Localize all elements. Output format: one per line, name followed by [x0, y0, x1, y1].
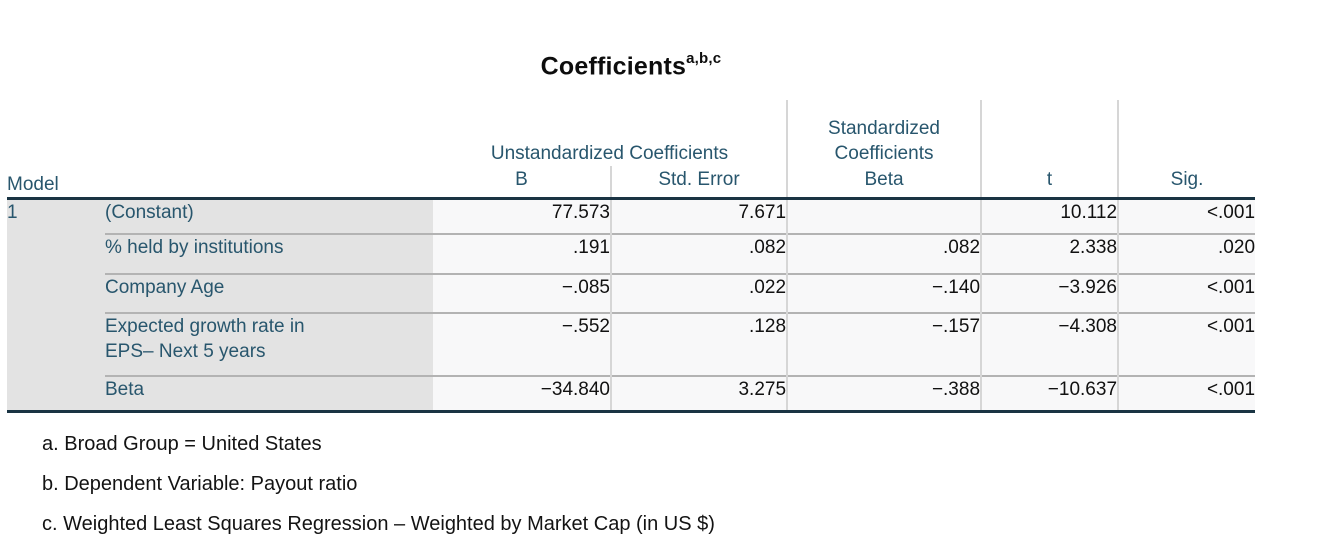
cell-beta: −.388	[786, 375, 982, 413]
standardized-coefficients-group-header: Standardized Coefficients	[786, 100, 983, 166]
cell-beta: −.140	[786, 273, 982, 313]
table-title-text: Coefficients	[540, 52, 687, 81]
cell-std-error: .022	[609, 273, 788, 313]
cell-std-error: .082	[609, 233, 788, 274]
table-footnotes: a. Broad Group = United States b. Depend…	[42, 424, 715, 544]
table-row-beta: Beta −34.840 3.275 −.388 −10.637 <.001	[7, 375, 1256, 413]
cell-b: 77.573	[433, 198, 611, 234]
table-row-expected-growth-rate: Expected growth rate in EPS– Next 5 year…	[7, 312, 1256, 376]
column-header-beta: Beta	[786, 166, 982, 200]
cell-std-error: 7.671	[609, 198, 788, 234]
footnote-a: a. Broad Group = United States	[42, 433, 322, 455]
column-header-std-error: Std. Error	[609, 166, 788, 200]
row-label-text: Beta	[105, 379, 145, 400]
cell-b: −.085	[433, 273, 611, 313]
cell-beta: .082	[786, 233, 982, 274]
model-number-cell: 1	[7, 198, 105, 413]
cell-sig: <.001	[1117, 375, 1256, 413]
cell-beta: −.157	[786, 312, 982, 376]
cell-t: 10.112	[980, 198, 1119, 234]
cell-t: −4.308	[980, 312, 1119, 376]
column-header-row: B Std. Error Beta t Sig.	[7, 166, 1256, 200]
cell-t: 2.338	[980, 233, 1119, 274]
row-label-text: (Constant)	[105, 201, 194, 223]
row-label-constant: (Constant)	[105, 198, 433, 234]
cell-t: −3.926	[980, 273, 1119, 313]
cell-std-error: 3.275	[609, 375, 788, 413]
footnote-c: c. Weighted Least Squares Regression – W…	[42, 513, 715, 535]
column-header-t: t	[980, 166, 1119, 200]
row-label-expected-growth-rate: Expected growth rate in EPS– Next 5 year…	[105, 312, 433, 376]
row-label-text: Company Age	[105, 277, 225, 298]
model-column-header: Model	[7, 100, 433, 200]
row-label-text: % held by institutions	[105, 237, 284, 258]
row-label-company-age: Company Age	[105, 273, 433, 313]
cell-beta	[786, 198, 982, 234]
cell-b: .191	[433, 233, 611, 274]
cell-b: −34.840	[433, 375, 611, 413]
cell-b: −.552	[433, 312, 611, 376]
cell-sig: <.001	[1117, 312, 1256, 376]
cell-sig: <.001	[1117, 198, 1256, 234]
cell-sig: <.001	[1117, 273, 1256, 313]
t-group-header-spacer	[981, 100, 1120, 166]
column-header-b: B	[433, 166, 611, 200]
cell-sig: .020	[1117, 233, 1256, 274]
footnote-b: b. Dependent Variable: Payout ratio	[42, 473, 358, 495]
table-row-constant: 1 (Constant) 77.573 7.671 10.112 <.001	[7, 198, 1256, 413]
group-header-row: Model Unstandardized Coefficients Standa…	[7, 100, 1256, 200]
row-label-beta: Beta	[105, 375, 433, 413]
unstandardized-coefficients-group-header: Unstandardized Coefficients	[433, 100, 788, 166]
table-title: Coefficientsa,b,c	[7, 50, 1255, 81]
table-row-company-age: Company Age −.085 .022 −.140 −3.926 <.00…	[7, 273, 1256, 313]
row-label-held-by-institutions: % held by institutions	[105, 233, 433, 274]
cell-t: −10.637	[980, 375, 1119, 413]
row-label-text: Expected growth rate in EPS– Next 5 year…	[105, 316, 305, 362]
table-title-superscript: a,b,c	[686, 50, 722, 67]
cell-std-error: .128	[609, 312, 788, 376]
coefficients-table: Model Unstandardized Coefficients Standa…	[7, 100, 1256, 413]
sig-group-header-spacer	[1118, 100, 1256, 166]
table-row-held-by-institutions: % held by institutions .191 .082 .082 2.…	[7, 233, 1256, 274]
column-header-sig: Sig.	[1117, 166, 1256, 200]
